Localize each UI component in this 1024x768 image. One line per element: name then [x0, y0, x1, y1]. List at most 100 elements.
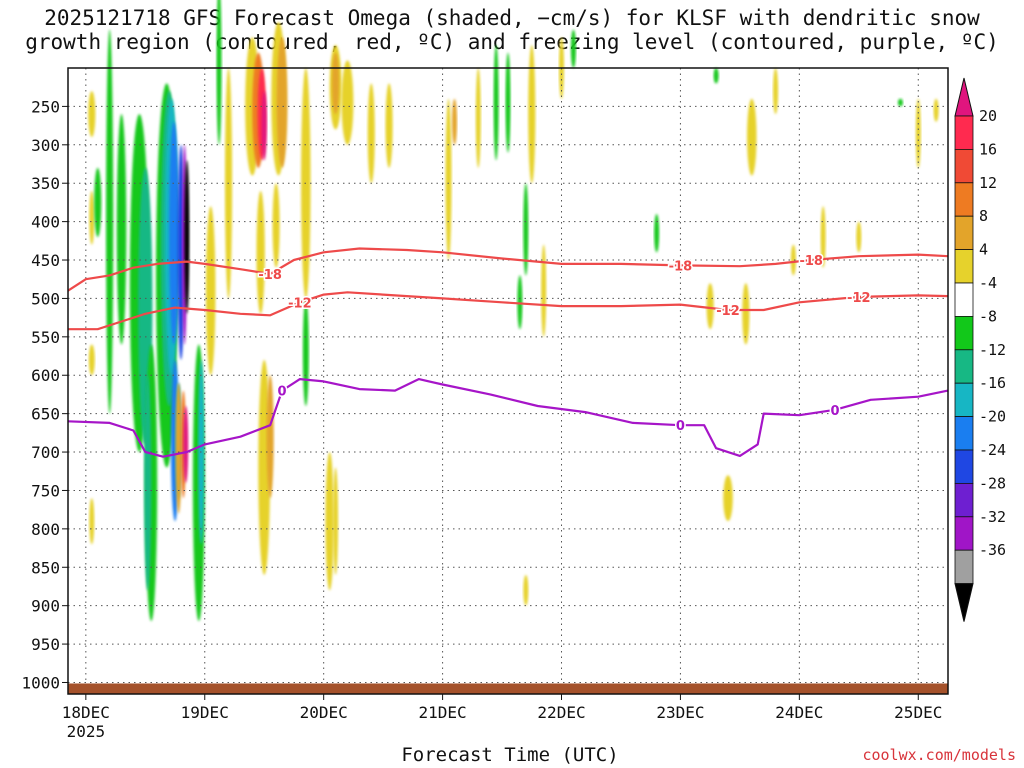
y-tick-label-400: 400 — [31, 213, 60, 232]
colorbar-bottom-arrow — [954, 583, 974, 622]
colorbar-swatch-11 — [954, 482, 974, 518]
omega-shade-p4 — [915, 98, 921, 168]
colorbar-swatch-1 — [954, 148, 974, 184]
omega-shade-p4 — [89, 190, 95, 245]
y-tick-label-700: 700 — [31, 443, 60, 462]
title-line-1: 2025121718 GFS Forecast Omega (shaded, −… — [44, 6, 980, 30]
omega-shade-p8 — [276, 37, 288, 168]
omega-shade-p4 — [528, 44, 536, 184]
y-tick-label-850: 850 — [31, 558, 60, 577]
omega-shade-g4 — [216, 0, 222, 145]
colorbar: 20 16 12 8 4 -4 -8 -12 -16 -20 -24 -28 -32 -36 — [954, 77, 1006, 622]
omega-shade-p4 — [445, 98, 452, 261]
colorbar-label-11: -28 — [979, 474, 1006, 492]
x-tick-label-19DEC: 19DEC — [181, 703, 229, 722]
omega-shade-p4 — [272, 183, 280, 268]
omega-shade-p4 — [475, 68, 481, 168]
omega-shade-p4 — [523, 574, 529, 606]
colorbar-swatch-8 — [954, 382, 974, 418]
credit-link[interactable]: coolwx.com/models — [862, 746, 1016, 764]
omega-shade-p4 — [856, 221, 862, 253]
contour-label-3-1: 0 — [278, 385, 287, 400]
omega-shade-p8 — [266, 375, 274, 499]
colorbar-swatch-13 — [954, 549, 974, 585]
x-tick-label-18DEC: 18DEC — [62, 703, 110, 722]
omega-shade-p8 — [175, 382, 182, 514]
omega-shade-p4 — [367, 83, 375, 184]
omega-shade-p4 — [385, 83, 393, 168]
x-axis: 18DEC 19DEC 20DEC 21DEC 22DEC 23DEC 24DEC 25DEC… — [62, 694, 942, 741]
y-tick-label-1000: 1000 — [21, 673, 60, 692]
contour-label-1-3: -18 — [799, 254, 823, 269]
colorbar-label-4: 4 — [979, 241, 988, 259]
omega-shade-g4 — [302, 298, 309, 406]
omega-shade-m20 — [261, 91, 267, 161]
omega-shade-g4 — [116, 114, 127, 345]
x-year-label: 2025 — [67, 722, 106, 741]
x-tick-label-20DEC: 20DEC — [300, 703, 348, 722]
colorbar-swatch-7 — [954, 349, 974, 384]
omega-shade-k — [184, 160, 190, 314]
y-tick-label-950: 950 — [31, 635, 60, 654]
omega-shade-p8 — [332, 52, 340, 115]
colorbar-swatch-3 — [954, 215, 974, 250]
y-tick-label-350: 350 — [31, 174, 60, 193]
omega-shade-p4 — [933, 98, 939, 122]
y-tick-label-900: 900 — [31, 597, 60, 616]
contour-line-2 — [68, 291, 949, 331]
omega-shade-p4 — [747, 98, 757, 176]
colorbar-swatch-5 — [954, 282, 974, 317]
omega-shade-m20 — [183, 405, 189, 483]
omega-shade-p4 — [341, 60, 354, 145]
omega-shade-g4 — [94, 167, 102, 237]
contour-label-3-3: 0 — [831, 404, 840, 419]
colorbar-label-7: -12 — [979, 341, 1006, 359]
y-tick-label-800: 800 — [31, 520, 60, 539]
y-tick-label-250: 250 — [31, 97, 60, 116]
y-tick-label-650: 650 — [31, 405, 60, 424]
x-tick-label-21DEC: 21DEC — [419, 703, 467, 722]
colorbar-label-12: -32 — [979, 508, 1006, 526]
omega-shade-p4 — [541, 244, 547, 337]
colorbar-swatch-4 — [954, 249, 974, 284]
x-tick-label-22DEC: 22DEC — [537, 703, 585, 722]
x-tick-label-25DEC: 25DEC — [894, 703, 942, 722]
chart-title: 2025121718 GFS Forecast Omega (shaded, −… — [0, 6, 1024, 54]
colorbar-label-13: -36 — [979, 541, 1006, 559]
contour-label-2-1: -12 — [288, 296, 312, 311]
ground-surface — [68, 683, 948, 694]
omega-shade-g4 — [493, 44, 499, 161]
omega-shade-p8 — [451, 98, 457, 145]
omega-shade-g4 — [713, 68, 719, 84]
omega-shade-g4 — [654, 213, 660, 253]
y-tick-label-750: 750 — [31, 481, 60, 500]
colorbar-swatch-6 — [954, 315, 974, 351]
omega-shade-p4 — [333, 467, 339, 575]
y-tick-label-600: 600 — [31, 366, 60, 385]
omega-shade-g4 — [570, 29, 576, 68]
omega-shade-p4 — [88, 344, 95, 376]
colorbar-label-6: -8 — [979, 307, 997, 325]
omega-shade-p4 — [89, 498, 95, 545]
omega-shading — [88, 0, 939, 622]
contours: -18 -18 -18 -12 -12 -12 0 0 0 — [67, 247, 949, 458]
omega-shade-p4 — [742, 283, 750, 345]
colorbar-label-2: 12 — [979, 174, 997, 192]
omega-shade-b16 — [169, 121, 179, 345]
title-line-2: growth region (contoured, red, ºC) and f… — [25, 30, 999, 54]
colorbar-swatch-2 — [954, 182, 974, 217]
omega-shade-g4 — [106, 29, 114, 414]
omega-shade-p4 — [790, 244, 796, 276]
contour-label-2-2: -12 — [716, 304, 740, 319]
y-tick-label-300: 300 — [31, 136, 60, 155]
contour-label-2-3: -12 — [847, 291, 871, 306]
contour-label-3-2: 0 — [676, 419, 685, 434]
colorbar-label-9: -20 — [979, 408, 1006, 426]
omega-shade-p4 — [205, 206, 216, 376]
colorbar-label-1: 16 — [979, 140, 997, 158]
colorbar-top-arrow — [954, 77, 974, 117]
colorbar-swatch-10 — [954, 449, 974, 484]
colorbar-label-3: 8 — [979, 207, 988, 225]
x-tick-label-23DEC: 23DEC — [656, 703, 704, 722]
